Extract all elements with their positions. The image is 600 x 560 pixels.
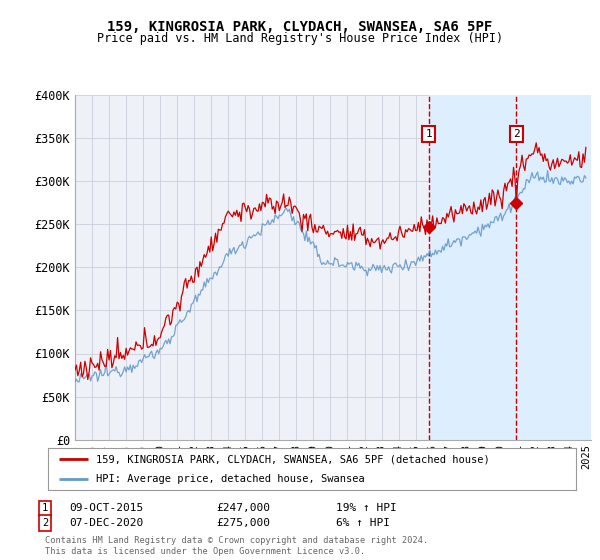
Text: 6% ↑ HPI: 6% ↑ HPI — [336, 518, 390, 528]
Text: £247,000: £247,000 — [216, 503, 270, 514]
Text: Contains HM Land Registry data © Crown copyright and database right 2024.
This d: Contains HM Land Registry data © Crown c… — [45, 536, 428, 556]
Text: 07-DEC-2020: 07-DEC-2020 — [69, 518, 143, 528]
Text: 2: 2 — [42, 518, 48, 528]
Text: 2: 2 — [513, 129, 520, 139]
Text: 159, KINGROSIA PARK, CLYDACH, SWANSEA, SA6 5PF (detached house): 159, KINGROSIA PARK, CLYDACH, SWANSEA, S… — [95, 454, 489, 464]
Text: 19% ↑ HPI: 19% ↑ HPI — [336, 503, 397, 514]
Text: Price paid vs. HM Land Registry's House Price Index (HPI): Price paid vs. HM Land Registry's House … — [97, 32, 503, 45]
Text: HPI: Average price, detached house, Swansea: HPI: Average price, detached house, Swan… — [95, 474, 364, 484]
Text: 159, KINGROSIA PARK, CLYDACH, SWANSEA, SA6 5PF: 159, KINGROSIA PARK, CLYDACH, SWANSEA, S… — [107, 20, 493, 34]
Text: 09-OCT-2015: 09-OCT-2015 — [69, 503, 143, 514]
Text: 1: 1 — [425, 129, 432, 139]
Text: £275,000: £275,000 — [216, 518, 270, 528]
Bar — [429, 95, 591, 440]
Text: 1: 1 — [42, 503, 48, 514]
